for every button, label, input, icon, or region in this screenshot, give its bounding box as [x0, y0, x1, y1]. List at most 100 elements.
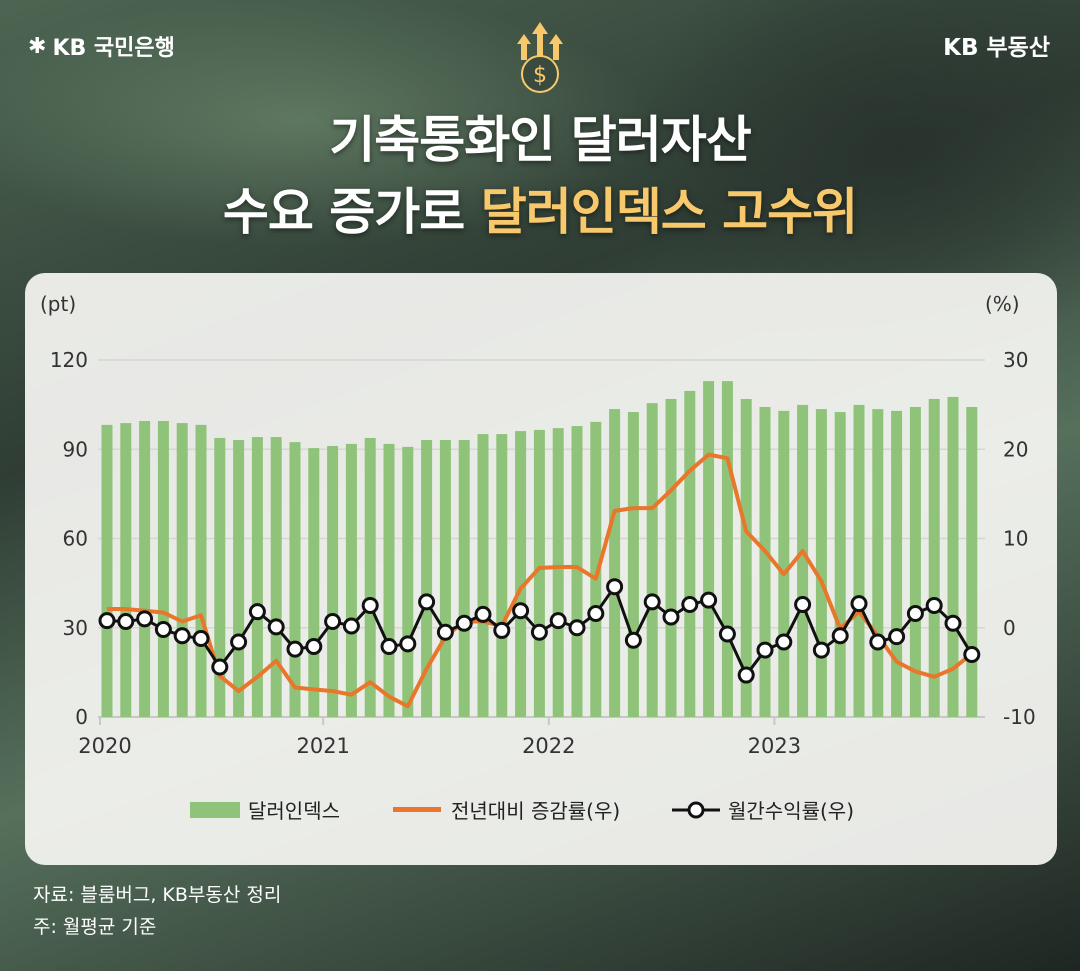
bar: [195, 424, 207, 717]
bar: [853, 404, 865, 717]
bar: [458, 440, 470, 717]
monthly-return-point: [305, 637, 323, 655]
monthly-return-point: [117, 613, 135, 631]
right-tick-label: 30: [1003, 348, 1028, 372]
monthly-return-point: [267, 618, 285, 636]
monthly-return-point: [756, 641, 774, 659]
monthly-return-point: [98, 612, 116, 630]
bar: [477, 434, 489, 717]
x-tick-label: 2020: [78, 734, 131, 758]
bar: [552, 428, 564, 717]
left-tick-label: 60: [63, 527, 88, 551]
title-line-1: 기축통화인 달러자산: [329, 111, 751, 169]
yoy-line: [107, 452, 974, 709]
left-axis-unit: (pt): [40, 292, 77, 316]
monthly-return-point: [173, 627, 191, 645]
left-tick-label: 0: [75, 705, 88, 729]
monthly-return-point: [737, 666, 755, 684]
bar: [627, 412, 639, 717]
monthly-return-point: [963, 646, 981, 664]
monthly-return-point: [530, 623, 548, 641]
title-prefix: 수요 증가로: [222, 183, 481, 241]
bar: [815, 409, 827, 717]
bar: [590, 421, 602, 717]
legend: 달러인덱스 전년대비 증감률(우) 월간수익률(우): [0, 795, 1080, 825]
legend-item-dollar-index: 달러인덱스: [190, 795, 340, 824]
monthly-return-point: [136, 610, 154, 628]
monthly-return-point: [662, 608, 680, 626]
bar: [364, 437, 376, 717]
monthly-return-point: [869, 633, 887, 651]
bar: [233, 440, 245, 717]
monthly-return-point: [361, 596, 379, 614]
monthly-return-point: [906, 604, 924, 622]
monthly-return-point: [831, 627, 849, 645]
monthly-return-point: [587, 604, 605, 622]
bar: [308, 448, 320, 717]
legend-item-yoy: 전년대비 증감률(우): [393, 795, 620, 824]
brand-left: KB 국민은행: [52, 36, 175, 61]
monthly-return-point: [399, 635, 417, 653]
monthly-return-point: [380, 637, 398, 655]
bar: [439, 440, 451, 717]
monthly-return-point: [455, 614, 473, 632]
legend-label: 달러인덱스: [248, 799, 340, 823]
bar: [533, 429, 545, 717]
kb-kookmin-bank-logo: ✱ KB 국민은행: [28, 30, 175, 62]
right-tick-label: 10: [1003, 527, 1028, 551]
monthly-return-point: [944, 614, 962, 632]
bar: [251, 437, 263, 717]
bar: [496, 434, 508, 717]
monthly-return-point: [549, 612, 567, 630]
bar: [421, 440, 433, 717]
bar: [872, 409, 884, 717]
bar: [759, 407, 771, 717]
monthly-return-point: [248, 603, 266, 621]
bar: [402, 446, 414, 717]
bar: [101, 424, 113, 717]
bar: [571, 426, 583, 717]
monthly-return-point: [794, 596, 812, 614]
bar: [740, 398, 752, 717]
kb-star-icon: ✱: [28, 33, 47, 59]
bar: [270, 437, 282, 717]
legend-label: 월간수익률(우): [728, 799, 855, 823]
monthly-return-point: [230, 633, 248, 651]
monthly-return-point: [418, 593, 436, 611]
x-tick-label: 2023: [748, 734, 801, 758]
monthly-return-point: [286, 640, 304, 658]
bar: [214, 437, 226, 717]
footnote: 주: 월평균 기준: [33, 916, 157, 938]
monthly-return-point: [568, 619, 586, 637]
monthly-return-point: [681, 596, 699, 614]
monthly-return-point: [888, 628, 906, 646]
bar: [721, 381, 733, 717]
bar: [289, 442, 301, 717]
bar: [797, 404, 809, 717]
bar: [139, 420, 151, 717]
bar: [665, 398, 677, 717]
left-tick-label: 90: [63, 437, 88, 461]
monthly-return-point: [474, 605, 492, 623]
bar: [778, 410, 790, 717]
monthly-return-point: [154, 621, 172, 639]
monthly-return-point: [192, 629, 210, 647]
legend-label: 전년대비 증감률(우): [451, 799, 621, 823]
legend-swatch-marker-line: [672, 801, 720, 818]
svg-text:$: $: [533, 63, 547, 88]
monthly-return-point: [493, 621, 511, 639]
bar: [327, 445, 339, 717]
kb-real-estate-logo: KB 부동산: [943, 35, 1050, 61]
monthly-return-point: [775, 633, 793, 651]
monthly-return-point: [211, 658, 229, 676]
monthly-return-point: [718, 625, 736, 643]
dollar-coin-arrows-icon: $: [517, 22, 563, 93]
monthly-return-point: [342, 617, 360, 635]
right-tick-label: -10: [1003, 705, 1036, 729]
bar: [176, 423, 188, 717]
title-line-2: 수요 증가로 달러인덱스 고수위: [0, 172, 1080, 244]
bar: [966, 407, 978, 717]
x-tick-label: 2021: [296, 734, 349, 758]
left-tick-label: 120: [50, 348, 88, 372]
